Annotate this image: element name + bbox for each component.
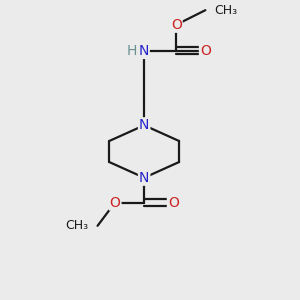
Text: CH₃: CH₃ bbox=[66, 219, 89, 232]
Text: N: N bbox=[138, 44, 149, 58]
Text: N: N bbox=[139, 171, 149, 185]
Text: O: O bbox=[200, 44, 211, 58]
Text: H: H bbox=[127, 44, 137, 58]
Text: O: O bbox=[110, 196, 121, 209]
Text: CH₃: CH₃ bbox=[214, 4, 237, 17]
Text: N: N bbox=[139, 118, 149, 132]
Text: O: O bbox=[171, 18, 182, 32]
Text: O: O bbox=[168, 196, 179, 209]
